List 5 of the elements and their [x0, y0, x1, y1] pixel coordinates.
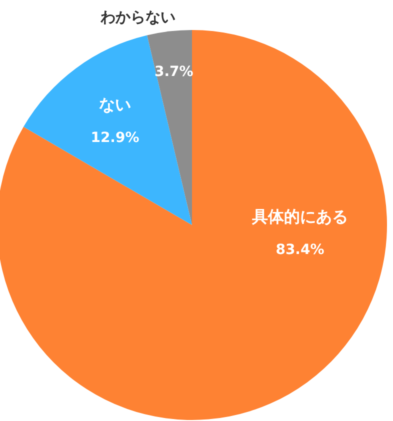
data-label: 83.4%	[276, 242, 324, 258]
slice-label: ない	[99, 95, 131, 114]
slice-label: わからない	[100, 8, 176, 26]
slice-label: 具体的にある	[251, 207, 348, 226]
data-label: 12.9%	[90, 130, 140, 146]
